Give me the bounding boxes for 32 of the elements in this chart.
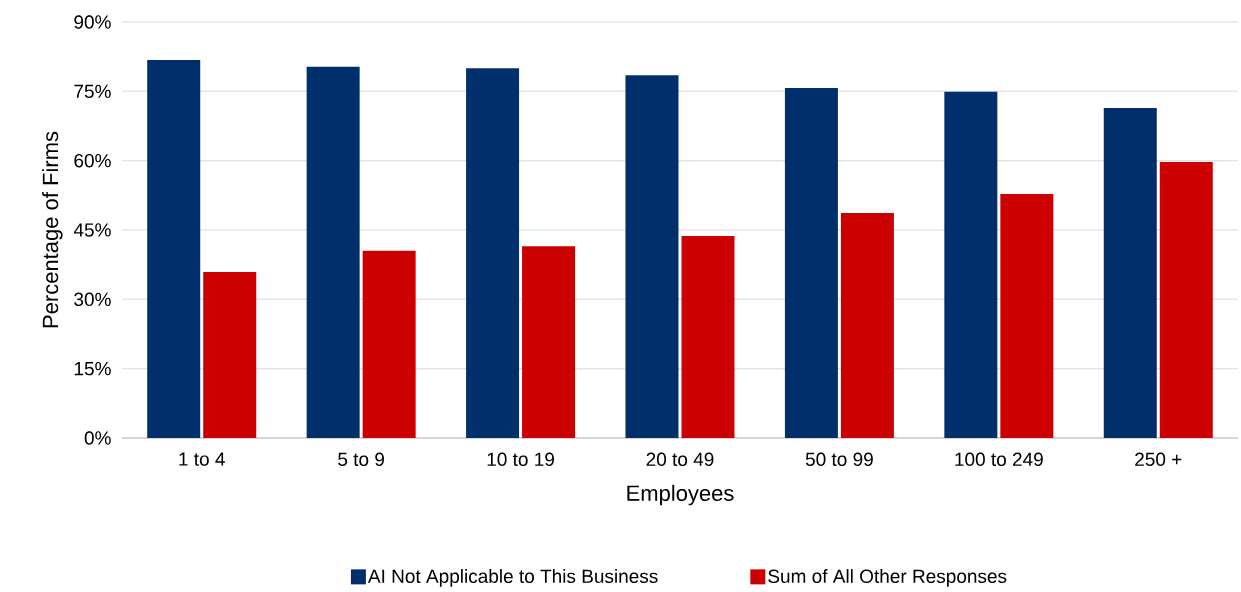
bar: [147, 59, 201, 438]
x-tick-label: 20 to 49: [646, 452, 714, 466]
bar: [784, 88, 838, 438]
y-axis-title: Percentage of Firms: [42, 131, 63, 328]
bar: [306, 66, 360, 438]
legend-label: Sum of All Other Responses: [768, 569, 1007, 587]
bar: [522, 246, 576, 438]
bar: [466, 68, 520, 438]
bar: [362, 250, 416, 438]
x-tick-label: 50 to 99: [805, 452, 873, 466]
bar: [1103, 107, 1157, 438]
bar: [944, 91, 998, 438]
bar: [625, 75, 679, 438]
y-tick-label: 60%: [74, 153, 111, 168]
y-tick-label: 15%: [74, 361, 111, 376]
x-tick-label: 1 to 4: [179, 452, 225, 466]
x-tick-label: 250 +: [1135, 452, 1182, 466]
bar: [1159, 162, 1213, 438]
x-axis-title: Employees: [627, 484, 734, 506]
y-tick-label: 75%: [74, 84, 111, 99]
x-tick-label: 100 to 249: [955, 452, 1043, 466]
bar: [1000, 193, 1054, 438]
y-tick-label: 30%: [74, 292, 111, 307]
bar: [840, 212, 894, 438]
bar: [681, 236, 735, 438]
x-tick-label: 5 to 9: [338, 452, 384, 466]
y-tick-label: 0%: [84, 431, 111, 445]
legend-label: AI Not Applicable to This Business: [367, 569, 658, 587]
x-tick-label: 10 to 19: [487, 452, 554, 466]
bar: [203, 272, 257, 438]
y-tick-label: 45%: [73, 223, 111, 237]
y-tick-label: 90%: [74, 15, 111, 29]
